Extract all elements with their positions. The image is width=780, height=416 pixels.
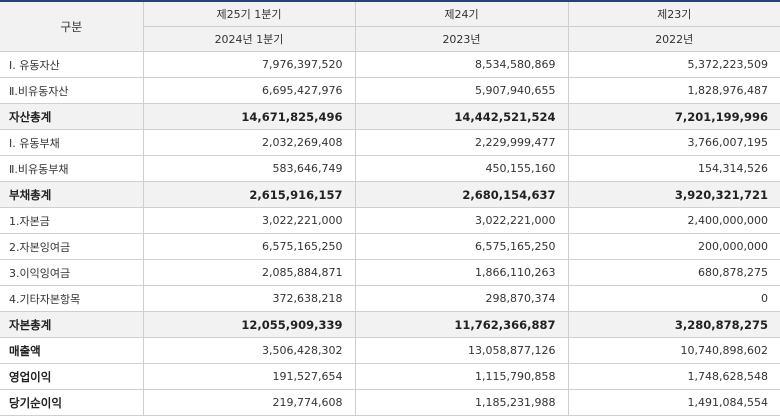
value-cell: 2,229,999,477 [354, 129, 569, 156]
value-cell: 1,491,084,554 [567, 389, 780, 416]
value-cell: 11,762,366,887 [354, 311, 569, 338]
value-cell: 12,055,909,339 [142, 311, 356, 338]
value-cell: 14,671,825,496 [142, 103, 356, 130]
value-cell: 1,185,231,988 [354, 389, 569, 416]
period-term-header: 제24기 [354, 2, 569, 27]
value-cell: 1,115,790,858 [354, 363, 569, 390]
table-row: Ⅰ. 유동부채 2,032,269,408 2,229,999,477 3,766,0… [0, 129, 780, 156]
table-body: Ⅰ. 유동자산 7,976,397,520 8,534,580,869 5,372,2… [0, 51, 780, 416]
value-cell: 219,774,608 [142, 389, 356, 416]
period-date-header: 2023년 [354, 26, 569, 52]
row-label: 영업이익 [0, 363, 144, 390]
value-cell: 298,870,374 [354, 285, 569, 312]
table-row: 1.자본금 3,022,221,000 3,022,221,000 2,400,000… [0, 207, 780, 234]
value-cell: 154,314,526 [567, 155, 780, 182]
table-header: 구분 제25기 1분기 제24기 제23기 2024년 1분기 2023년 20… [0, 2, 780, 52]
table-row: 2.자본잉여금 6,575,165,250 6,575,165,250 200,000… [0, 233, 780, 260]
table-row: 4.기타자본항목 372,638,218 298,870,374 0 [0, 285, 780, 312]
value-cell: 3,766,007,195 [567, 129, 780, 156]
table-row: 3.이익잉여금 2,085,884,871 1,866,110,263 680,878… [0, 259, 780, 286]
value-cell: 3,920,321,721 [567, 181, 780, 208]
value-cell: 7,976,397,520 [142, 51, 356, 78]
value-cell: 14,442,521,524 [354, 103, 569, 130]
value-cell: 10,740,898,602 [567, 337, 780, 364]
table-row: 당기순이익 219,774,608 1,185,231,988 1,491,084,5… [0, 389, 780, 416]
value-cell: 2,400,000,000 [567, 207, 780, 234]
category-header: 구분 [0, 2, 144, 52]
row-label: 2.자본잉여금 [0, 233, 144, 260]
value-cell: 450,155,160 [354, 155, 569, 182]
value-cell: 3,022,221,000 [142, 207, 356, 234]
value-cell: 13,058,877,126 [354, 337, 569, 364]
table-row: Ⅱ.비유동자산 6,695,427,976 5,907,940,655 1,828,9… [0, 77, 780, 104]
period-date-header: 2024년 1분기 [143, 26, 356, 52]
value-cell: 0 [567, 285, 780, 312]
row-label: 당기순이익 [0, 389, 144, 416]
table-row: 부채총계 2,615,916,157 2,680,154,637 3,920,321,… [0, 181, 780, 208]
value-cell: 1,748,628,548 [567, 363, 780, 390]
table-row: Ⅰ. 유동자산 7,976,397,520 8,534,580,869 5,372,2… [0, 51, 780, 78]
period-term-header: 제23기 [567, 2, 780, 27]
row-label: 부채총계 [0, 181, 144, 208]
value-cell: 372,638,218 [142, 285, 356, 312]
value-cell: 2,085,884,871 [142, 259, 356, 286]
row-label: 자산총계 [0, 103, 144, 130]
period-term-header: 제25기 1분기 [142, 2, 356, 27]
value-cell: 5,907,940,655 [354, 77, 569, 104]
value-cell: 8,534,580,869 [354, 51, 569, 78]
row-label: 매출액 [0, 337, 144, 364]
value-cell: 6,695,427,976 [142, 77, 356, 104]
value-cell: 2,615,916,157 [142, 181, 356, 208]
row-label: Ⅱ.비유동부채 [0, 155, 144, 182]
row-label: 1.자본금 [0, 207, 144, 234]
value-cell: 3,506,428,302 [142, 337, 356, 364]
value-cell: 1,866,110,263 [354, 259, 569, 286]
table-row: Ⅱ.비유동부채 583,646,749 450,155,160 154,314,526 [0, 155, 780, 182]
value-cell: 191,527,654 [142, 363, 356, 390]
table-row: 영업이익 191,527,654 1,115,790,858 1,748,628,54… [0, 363, 780, 390]
row-label: Ⅱ.비유동자산 [0, 77, 144, 104]
value-cell: 680,878,275 [567, 259, 780, 286]
value-cell: 2,680,154,637 [354, 181, 569, 208]
value-cell: 2,032,269,408 [142, 129, 356, 156]
value-cell: 200,000,000 [567, 233, 780, 260]
value-cell: 6,575,165,250 [354, 233, 569, 260]
row-label: Ⅰ. 유동자산 [0, 51, 144, 78]
row-label: 3.이익잉여금 [0, 259, 144, 286]
value-cell: 1,828,976,487 [567, 77, 780, 104]
value-cell: 3,022,221,000 [354, 207, 569, 234]
value-cell: 583,646,749 [142, 155, 356, 182]
table-row: 자본총계 12,055,909,339 11,762,366,887 3,280,87… [0, 311, 780, 338]
value-cell: 6,575,165,250 [142, 233, 356, 260]
table-row: 매출액 3,506,428,302 13,058,877,126 10,740,898… [0, 337, 780, 364]
value-cell: 7,201,199,996 [567, 103, 780, 130]
table-row: 자산총계 14,671,825,496 14,442,521,524 7,201,19… [0, 103, 780, 130]
row-label: Ⅰ. 유동부채 [0, 129, 144, 156]
row-label: 4.기타자본항목 [0, 285, 144, 312]
row-label: 자본총계 [0, 311, 144, 338]
value-cell: 5,372,223,509 [567, 51, 780, 78]
period-date-header: 2022년 [567, 26, 780, 52]
value-cell: 3,280,878,275 [567, 311, 780, 338]
